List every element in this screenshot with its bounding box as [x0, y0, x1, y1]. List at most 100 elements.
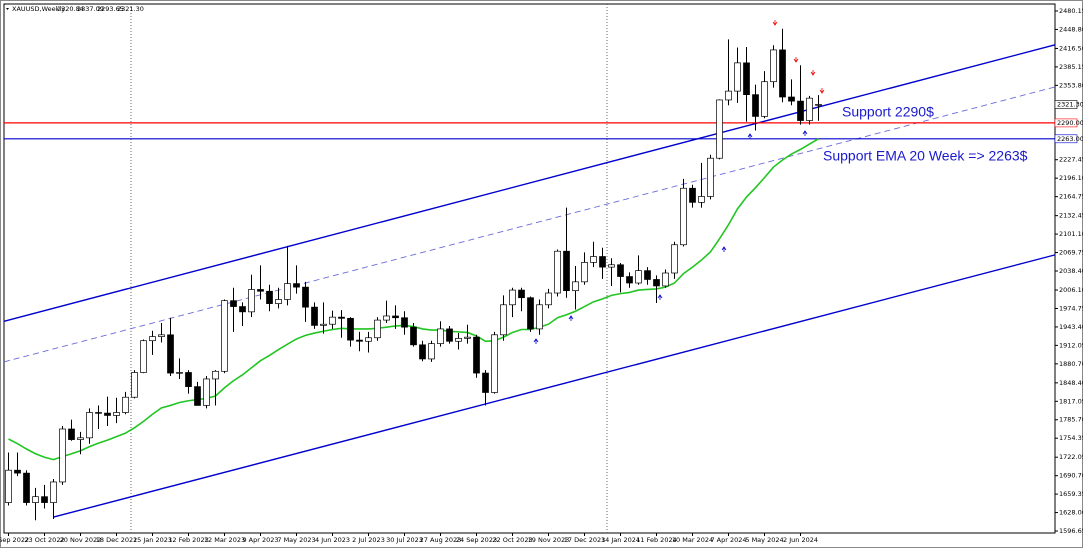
price-label: 2321.30: [1057, 100, 1083, 108]
x-tick-label: 12 Mar 2023: [204, 536, 245, 544]
candle-body: [41, 496, 48, 503]
x-tick-label: 2 Jun 2024: [783, 536, 818, 544]
candle-body: [95, 412, 102, 414]
y-tick-label: 1848.40: [1059, 379, 1083, 387]
ohlc-open: 2320.84: [57, 5, 84, 13]
y-tick-label: 2480.15: [1059, 7, 1083, 15]
x-tick-label: 4 Jun 2023: [315, 536, 350, 544]
candle-body: [158, 334, 165, 337]
candle-body: [716, 99, 723, 159]
candle-body: [788, 96, 795, 102]
candle-body: [185, 372, 192, 387]
x-tick-label: 20 Nov 2022: [60, 536, 102, 544]
candle-body: [104, 412, 111, 416]
arrow: [533, 338, 539, 344]
trendline: [3, 44, 1056, 322]
arrow: [721, 246, 727, 252]
x-tick-label: 10 Mar 2024: [672, 536, 713, 544]
y-tick-label: 1628.00: [1059, 509, 1083, 517]
level-label: 2290.00: [1057, 119, 1083, 127]
symbol: XAUUSD,Weekly: [12, 5, 65, 13]
y-tick-label: 2353.80: [1059, 81, 1083, 89]
candle-body: [545, 292, 552, 306]
x-tick-label: 27 Aug 2023: [420, 536, 462, 544]
fractal-arrows: [533, 20, 825, 344]
x-tick-label: 22 Oct 2023: [492, 536, 532, 544]
candle-body: [671, 244, 678, 274]
candle-body: [176, 372, 183, 374]
y-tick-label: 2227.45: [1059, 156, 1083, 164]
candle-body: [662, 272, 669, 287]
trendline: [3, 86, 1056, 363]
candle-body: [581, 262, 588, 283]
y-tick-label: 2416.50: [1059, 44, 1083, 52]
candle-body: [500, 304, 507, 336]
y-tick-label: 2069.75: [1059, 249, 1083, 257]
y-tick-label: 2038.40: [1059, 267, 1083, 275]
arrow: [568, 315, 574, 321]
candle-body: [167, 334, 174, 374]
candle-body: [482, 372, 489, 393]
candle-body: [230, 300, 237, 307]
candle-body: [491, 334, 498, 393]
candle-body: [149, 336, 156, 342]
candle-body: [698, 196, 705, 203]
candle-body: [23, 472, 30, 503]
candle-body: [131, 372, 138, 398]
candle-body: [392, 315, 399, 319]
x-tick-label: 18 Dec 2022: [96, 536, 138, 544]
candle-body: [59, 428, 66, 483]
candle-body: [446, 328, 453, 342]
candle-body: [527, 297, 534, 330]
candle-body: [509, 289, 516, 306]
y-tick-label: 1722.05: [1059, 453, 1083, 461]
candle-body: [248, 289, 255, 313]
y-tick-label: 1690.70: [1059, 472, 1083, 480]
candle-body: [563, 250, 570, 292]
candle-body: [383, 315, 390, 321]
candle-body: [374, 319, 381, 339]
ohlc-high: 2337.09: [77, 5, 104, 13]
candle-body: [473, 336, 480, 374]
x-tick-label: 7 Apr 2024: [710, 536, 746, 544]
candle-body: [797, 100, 804, 121]
series-layer: [3, 28, 1056, 521]
candle-body: [275, 299, 282, 304]
x-tick-label: 14 Jan 2024: [601, 536, 640, 544]
arrow: [657, 294, 663, 300]
y-tick-label: 2006.10: [1059, 286, 1083, 294]
candle-body: [536, 304, 543, 330]
candle-body: [734, 62, 741, 92]
candle-body: [77, 437, 84, 440]
x-tick-label: 12 Feb 2023: [168, 536, 208, 544]
candle-body: [572, 281, 579, 292]
candle-body: [401, 317, 408, 328]
candle-body: [293, 283, 300, 288]
y-tick-label: 2385.15: [1059, 63, 1083, 71]
arrow: [793, 57, 799, 63]
candle-body: [419, 344, 426, 360]
candle-body: [761, 81, 768, 117]
candle-body: [140, 340, 147, 373]
candle-body: [86, 412, 93, 439]
candle-body: [302, 286, 309, 308]
candle-body: [554, 250, 561, 294]
arrow: [810, 70, 816, 76]
x-tick-label: 9 Apr 2023: [242, 536, 278, 544]
candle-body: [257, 289, 264, 292]
y-tick-label: 2164.75: [1059, 193, 1083, 201]
menu-icon: [6, 8, 9, 10]
candle-body: [68, 428, 75, 440]
x-tick-label: 15 Jan 2023: [133, 536, 172, 544]
candle-body: [113, 412, 120, 416]
candle-body: [689, 187, 696, 203]
y-tick-label: 2196.10: [1059, 174, 1083, 182]
candle-body: [266, 290, 273, 304]
candle-body: [707, 157, 714, 197]
candle-body: [320, 323, 327, 326]
y-tick-label: 2132.45: [1059, 212, 1083, 220]
candle-body: [518, 289, 525, 299]
candle-body: [590, 256, 597, 263]
ohlc-low: 2293.65: [97, 5, 124, 13]
